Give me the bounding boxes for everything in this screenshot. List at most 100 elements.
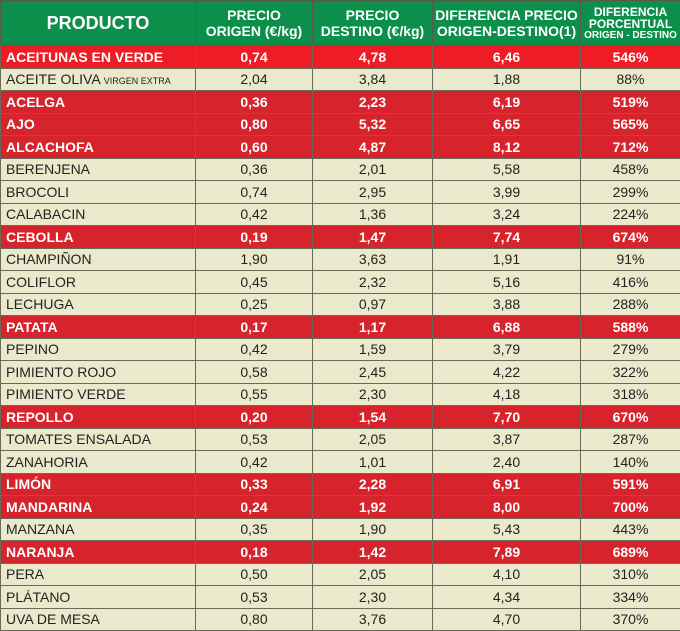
origin-price-cell-text: 0,53 [240,431,267,447]
origin-price-cell: 0,60 [196,136,313,159]
destination-price-cell-text: 3,76 [359,611,386,627]
product-cell-text: PEPINO [6,341,59,357]
origin-price-cell: 0,42 [196,203,313,226]
destination-price-cell: 1,36 [313,203,433,226]
product-cell: ACEITE OLIVA VIRGEN EXTRA [1,68,196,91]
product-cell-text: BROCOLI [6,184,69,200]
difference-cell-text: 3,24 [493,206,520,222]
difference-cell-text: 4,70 [493,611,520,627]
product-cell: CALABACIN [1,203,196,226]
product-cell-text: NARANJA [6,544,74,560]
destination-price-cell-text: 1,42 [359,544,386,560]
origin-price-cell-text: 0,36 [240,94,267,110]
difference-cell-text: 5,16 [493,274,520,290]
origin-price-cell-text: 0,19 [240,229,267,245]
percent-cell: 674% [581,226,680,249]
percent-cell-text: 519% [613,94,649,110]
difference-cell-text: 3,79 [493,341,520,357]
difference-cell-text: 6,46 [493,49,520,65]
origin-price-cell-text: 0,80 [240,116,267,132]
product-cell-text: REPOLLO [6,409,74,425]
product-cell: ACEITUNAS EN VERDE [1,46,196,69]
origin-price-cell-text: 0,60 [240,139,267,155]
origin-price-cell-text: 0,42 [240,341,267,357]
difference-cell: 3,24 [433,203,581,226]
destination-price-cell: 1,92 [313,496,433,519]
destination-price-cell-text: 2,32 [359,274,386,290]
destination-price-cell-text: 1,54 [359,409,386,425]
destination-price-cell-text: 4,78 [359,49,386,65]
percent-cell-text: 546% [613,49,649,65]
difference-cell: 5,58 [433,158,581,181]
destination-price-cell: 1,54 [313,406,433,429]
percent-cell: 288% [581,293,680,316]
origin-price-cell-text: 1,90 [240,251,267,267]
header-text: PRECIO [313,7,432,23]
header-text: DIFERENCIA [581,6,680,18]
destination-price-cell-text: 5,32 [359,116,386,132]
difference-cell: 1,88 [433,68,581,91]
destination-price-cell: 2,95 [313,181,433,204]
percent-cell-text: 140% [613,454,649,470]
difference-cell: 2,40 [433,451,581,474]
origin-price-cell-text: 0,58 [240,364,267,380]
percent-cell: 91% [581,248,680,271]
product-cell-text: COLIFLOR [6,274,76,290]
destination-price-cell: 2,05 [313,428,433,451]
percent-cell: 588% [581,316,680,339]
origin-price-cell: 0,24 [196,496,313,519]
header-text: ORIGEN (€/kg) [196,23,312,39]
origin-price-cell: 0,33 [196,473,313,496]
destination-price-cell-text: 2,05 [359,431,386,447]
product-cell-text: ACEITE OLIVA [6,71,100,87]
difference-cell: 4,34 [433,586,581,609]
product-cell-text: PIMIENTO ROJO [6,364,116,380]
difference-cell-text: 6,19 [493,94,520,110]
difference-cell-text: 7,89 [493,544,520,560]
percent-cell-text: 322% [613,364,649,380]
percent-cell: 443% [581,518,680,541]
destination-price-cell-text: 2,30 [359,386,386,402]
product-cell-text: ALCACHOFA [6,139,94,155]
origin-price-cell: 0,25 [196,293,313,316]
origin-price-cell-text: 0,74 [240,184,267,200]
percent-cell: 700% [581,496,680,519]
origin-price-cell: 0,53 [196,586,313,609]
destination-price-cell-text: 1,47 [359,229,386,245]
product-cell: PATATA [1,316,196,339]
difference-cell-text: 4,34 [493,589,520,605]
percent-cell-text: 416% [613,274,649,290]
destination-price-cell: 2,05 [313,563,433,586]
product-cell-text: CHAMPIÑON [6,251,92,267]
product-cell-text: MANDARINA [6,499,92,515]
percent-cell-text: 287% [613,431,649,447]
destination-price-cell: 2,30 [313,586,433,609]
percent-cell: 565% [581,113,680,136]
destination-price-cell: 4,78 [313,46,433,69]
product-cell-text: PATATA [6,319,58,335]
destination-price-cell-text: 1,92 [359,499,386,515]
product-cell: BROCOLI [1,181,196,204]
header-text: PRECIO [196,7,312,23]
difference-cell: 1,91 [433,248,581,271]
product-cell: LECHUGA [1,293,196,316]
percent-cell-text: 588% [613,319,649,335]
difference-cell: 3,79 [433,338,581,361]
destination-price-cell-text: 0,97 [359,296,386,312]
product-cell-text: TOMATES ENSALADA [6,431,151,447]
origin-price-cell: 0,74 [196,181,313,204]
